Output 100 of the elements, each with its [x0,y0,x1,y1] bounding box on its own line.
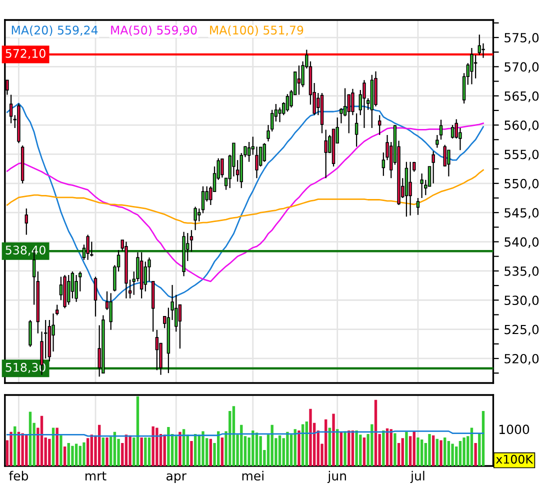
candlestick [86,234,90,260]
candlestick [220,158,224,178]
candlestick [247,141,251,162]
bar [344,431,346,466]
candlestick [74,274,78,302]
bar [21,433,24,466]
bar [167,427,170,466]
x-tick-label: mrt [86,472,106,480]
bar [259,436,262,466]
bar [140,437,143,466]
bar [444,437,446,466]
text: MA(20) 559,24 [12,25,98,36]
candlestick [201,186,205,214]
y-tick-label: 560,0 [504,120,539,132]
candlestick [144,261,148,292]
bar [148,437,151,466]
bar [82,442,86,466]
candlestick [178,304,182,350]
candlestick [482,42,485,58]
bar [156,428,158,466]
bar [420,440,424,466]
bar [405,432,408,466]
bar [374,400,378,466]
bar [40,416,44,466]
bar [451,444,454,466]
bar [144,437,147,466]
x-tick-label: apr [166,473,186,483]
y-tick-label: 530,0 [504,296,539,306]
candlestick [354,112,358,148]
candlestick [297,64,301,96]
line-series [6,122,484,282]
candlestick [194,206,197,231]
bar [286,432,289,466]
bar [174,436,178,466]
bar [86,438,90,466]
bar [432,435,435,466]
candlestick [408,161,412,216]
bar [436,438,439,466]
candlestick [447,150,450,177]
candlestick [9,94,13,124]
x-tick-label: jun [327,470,346,483]
candlestick [470,47,474,85]
y-tick-label: 575,0 [504,32,539,44]
ref-line-label: 518,30 [6,362,46,374]
x-tick-label: mei [242,470,264,481]
bar [305,421,308,466]
bar [362,437,366,466]
candlestick [24,208,28,236]
y-tick-label: 540,0 [504,237,539,248]
text: MA(100) 551,79 [210,25,304,36]
bar [60,435,62,466]
bar [359,434,362,466]
bar [202,431,204,466]
bar [309,408,312,466]
y-tick-label: 565,0 [504,91,539,102]
bar [102,437,105,466]
bar [324,419,328,466]
bar [209,438,212,466]
bar [74,444,78,466]
bar [382,430,385,466]
bar [190,440,193,466]
candlestick [351,88,354,116]
bar [416,437,420,466]
line-series [6,169,484,224]
candlestick [347,94,350,134]
bar [78,446,82,466]
candlestick [70,270,74,299]
bar [278,435,282,466]
bar [294,429,296,466]
candlestick [28,319,32,348]
bar [106,437,108,466]
candlestick [478,34,482,56]
bar [370,424,374,466]
bar [52,428,55,466]
bar [128,435,132,466]
candlestick [94,276,98,318]
bar [28,412,32,466]
y-tick-label: 555,0 [504,150,539,160]
bar [474,443,477,466]
candlestick [436,134,439,148]
candlestick [155,329,159,371]
bar [217,431,220,466]
candlestick [420,172,424,199]
bar [71,446,74,466]
bar [136,396,140,466]
bar [10,432,12,466]
bar [328,428,332,466]
text: MA(50) 559,90 [111,25,197,36]
candlestick [416,197,420,216]
y-tick-label: 520,0 [504,354,539,365]
bar [56,428,58,466]
bar [332,414,335,466]
x-tick-label: feb [9,470,28,481]
candlestick [450,124,454,140]
bar [394,433,396,466]
bar [252,430,254,466]
bar [401,438,404,466]
candlestick [432,150,435,184]
candlestick [286,94,290,112]
text: x100K [496,454,534,464]
